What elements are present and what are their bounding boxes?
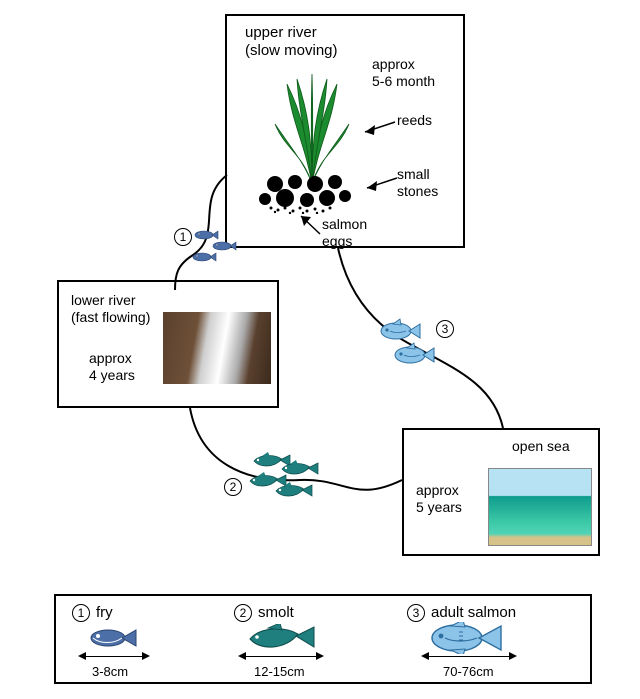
legend-3-name: adult salmon <box>431 604 516 622</box>
legend-item-fry: 1 fry 3-8cm <box>66 596 226 682</box>
legend-2-circle: 2 <box>234 604 252 622</box>
legend-3-arrow-l <box>421 652 429 660</box>
upper-river-duration: approx 5-6 month <box>372 56 435 90</box>
salmon-eggs-arrow <box>295 212 325 237</box>
upper-river-box: upper river (slow moving) approx 5-6 mon… <box>225 14 465 248</box>
legend-2-arrow <box>244 656 318 657</box>
legend-1-arrow-l <box>78 652 86 660</box>
lower-river-title: lower river (fast flowing) <box>71 292 150 326</box>
legend-3-circle: 3 <box>407 604 425 622</box>
small-stones-label: small stones <box>397 166 463 200</box>
smolt-group-icon <box>244 450 334 510</box>
open-sea-title: open sea <box>512 438 570 455</box>
open-sea-duration: approx 5 years <box>416 482 462 516</box>
legend-adult-icon <box>429 622 507 654</box>
legend-3-arrow <box>427 656 511 657</box>
legend-2-num: 2 <box>240 606 247 620</box>
marker-1-num: 1 <box>180 230 187 244</box>
legend-3-num: 3 <box>413 606 420 620</box>
legend-1-num: 1 <box>78 606 85 620</box>
legend-smolt-icon <box>246 624 318 652</box>
reeds-arrow <box>355 118 395 138</box>
legend-1-arrow-r <box>142 652 150 660</box>
upper-river-title: upper river (slow moving) <box>245 24 338 60</box>
reeds-icon <box>267 74 357 189</box>
sea-image <box>488 468 592 546</box>
legend-1-arrow <box>84 656 144 657</box>
open-sea-box: open sea approx 5 years <box>402 428 600 556</box>
waterfall-image <box>163 312 271 384</box>
legend-1-name: fry <box>96 604 113 622</box>
stones-icon <box>245 174 365 214</box>
legend-item-smolt: 2 smolt 12-15cm <box>228 596 398 682</box>
legend-2-size: 12-15cm <box>254 664 305 680</box>
legend-fry-icon <box>88 626 140 650</box>
legend-3-arrow-r <box>509 652 517 660</box>
fry-group-icon <box>188 226 244 268</box>
legend-1-size: 3-8cm <box>92 664 128 680</box>
marker-2-num: 2 <box>230 480 237 494</box>
legend-1-circle: 1 <box>72 604 90 622</box>
lower-river-box: lower river (fast flowing) approx 4 year… <box>57 280 279 408</box>
legend-box: 1 fry 3-8cm 2 smolt 12-15cm 3 adult salm… <box>54 594 592 684</box>
reeds-label: reeds <box>397 112 432 129</box>
legend-2-name: smolt <box>258 604 294 622</box>
small-stones-arrow <box>357 174 397 194</box>
legend-2-arrow-l <box>238 652 246 660</box>
salmon-eggs-label: salmon eggs <box>322 216 367 250</box>
marker-2: 2 <box>224 478 242 496</box>
lower-river-duration: approx 4 years <box>89 350 135 384</box>
legend-3-size: 70-76cm <box>443 664 494 680</box>
adult-group-icon <box>376 318 446 374</box>
legend-2-arrow-r <box>316 652 324 660</box>
legend-item-adult: 3 adult salmon 70-76cm <box>401 596 591 682</box>
